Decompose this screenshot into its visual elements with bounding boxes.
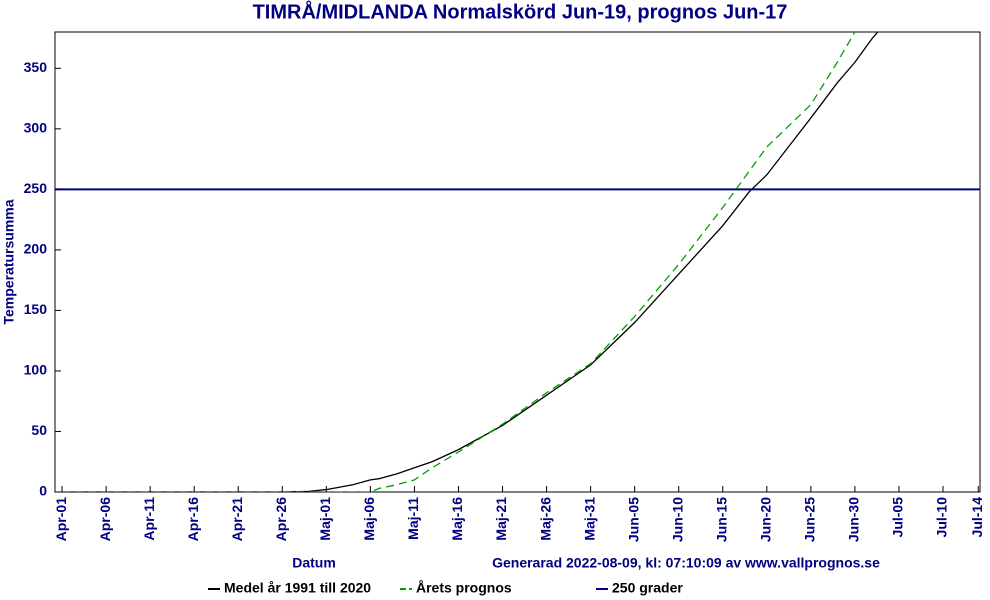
y-tick-label: 350 [24,59,48,75]
x-tick-label: Jul-05 [890,497,906,538]
x-tick-label: Apr-21 [229,497,245,542]
x-tick-label: Apr-01 [53,497,69,542]
x-tick-label: Maj-26 [537,497,553,541]
legend-label: Årets prognos [416,580,512,596]
x-tick-label: Jul-10 [934,497,950,538]
x-tick-label: Maj-11 [405,497,421,540]
y-axis-label: Temperatursumma [1,199,17,324]
x-tick-label: Maj-16 [449,497,465,541]
y-tick-label: 150 [24,301,48,317]
x-tick-label: Apr-16 [185,497,201,542]
x-tick-label: Jul-14 [969,497,985,538]
plot-frame [54,31,981,493]
x-tick-label: Jun-25 [802,497,818,542]
y-tick-label: 100 [24,362,48,378]
legend-label: Medel år 1991 till 2020 [224,580,371,596]
x-tick-label: Jun-30 [846,497,862,542]
plot [55,32,980,492]
chart-title: TIMRÅ/MIDLANDA Normalskörd Jun-19, progn… [253,0,788,23]
series-line [62,32,879,492]
y-tick-label: 200 [24,241,48,257]
y-tick-label: 250 [24,180,48,196]
x-axis-label: Datum [292,555,336,571]
y-tick-label: 50 [31,422,47,438]
x-tick-label: Apr-06 [97,497,113,542]
x-tick-label: Jun-10 [669,497,685,542]
x-tick-label: Jun-20 [758,497,774,542]
footer: Generarad 2022-08-09, kl: 07:10:09 av ww… [492,555,880,571]
y-tick-label: 0 [39,483,47,499]
series-line [62,32,856,492]
x-tick-label: Maj-21 [493,497,509,541]
x-tick-label: Apr-26 [273,497,289,542]
x-tick-label: Jun-05 [625,497,641,542]
x-tick-label: Maj-06 [361,497,377,541]
x-tick-label: Maj-01 [317,497,333,541]
x-tick-label: Jun-15 [713,497,729,542]
x-tick-label: Maj-31 [581,497,597,541]
x-tick-label: Apr-11 [141,497,157,541]
y-tick-label: 300 [24,120,48,136]
legend-label: 250 grader [612,580,683,596]
